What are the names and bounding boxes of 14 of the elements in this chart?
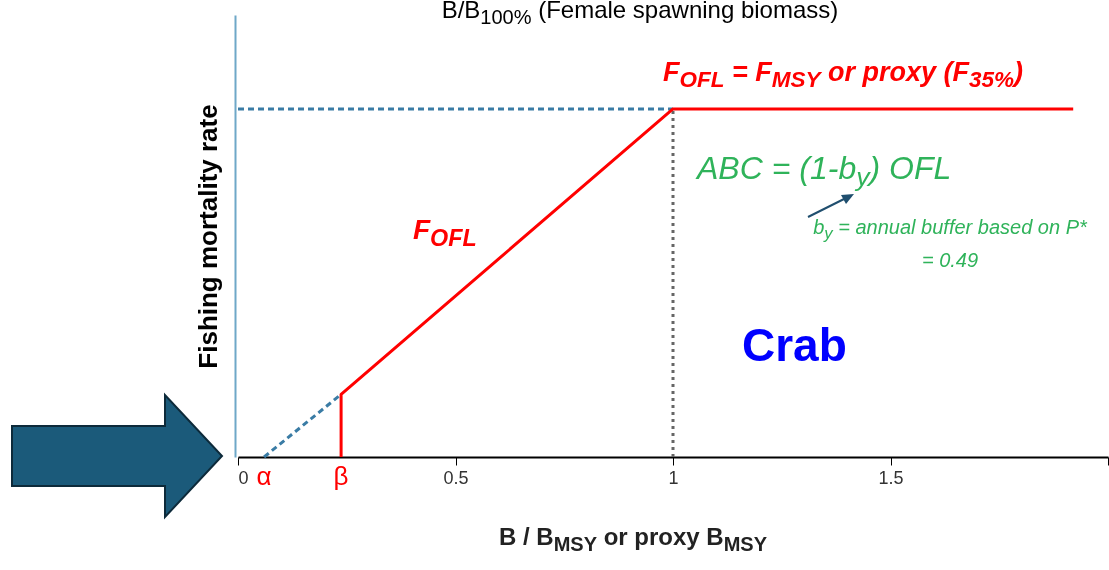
x-tick-label: 0.5 [443,467,469,488]
annotation: Crab [742,318,847,372]
annotation: b$_{y}$ = annual buffer based on P* = 0.49 [812,215,1088,273]
x-tick-label: 0 [238,467,249,488]
text: F$_{OFL}$ = F$_{MSY}$ or proxy (F$_{35%}$) [663,57,1024,94]
y-axis-title: Fishing mortality rate [192,104,223,369]
annotation: ABC = (1-b$_{y}$) OFL [697,150,952,194]
x-tick-label: 1.5 [878,467,904,488]
annotation: α [256,461,272,492]
x-axis-title: B / B$_{MSY}$ or proxy B$_{MSY}$ [497,523,769,556]
annotation: β [333,461,349,492]
chart-title: B/B$_{100%}$ (Female spawning biomass) [440,0,840,29]
annotation: F$_{OFL}$ [413,214,477,252]
x-tick-label: 1 [668,467,679,488]
